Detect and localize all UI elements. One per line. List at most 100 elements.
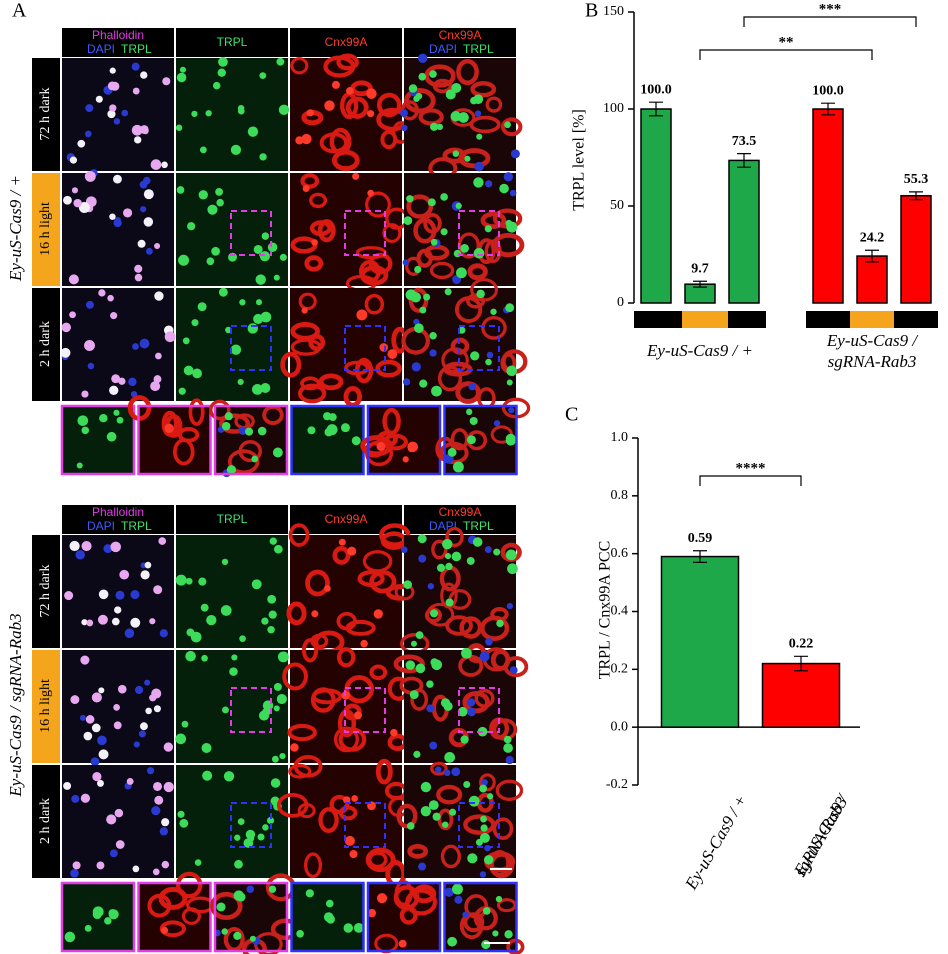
rhabdomere [349,850,358,859]
rhabdomere [216,198,224,207]
cell-outline [406,194,434,219]
nucleus [128,377,137,387]
rhabdomere [257,833,265,841]
group-label: sgRNA-Rab3 [828,352,917,371]
rhabdomere [251,579,262,590]
rhabdomere [191,319,199,327]
cell-outline [376,92,402,118]
rhabdomere [85,715,95,724]
rhabdomere [431,385,442,397]
cell-outline [161,410,179,437]
zoom-box [344,325,386,371]
inset-border [290,881,365,953]
x-tick-label: sgRNA-Rab3 [790,793,851,879]
rhabdomere [279,253,287,261]
nucleus [429,349,437,357]
channel-label: TRPL [217,35,248,49]
micrograph [402,172,525,286]
rhabdomere [73,198,82,208]
cell-outline [368,252,393,275]
rhabdomere [430,238,438,246]
cell-outline [303,852,323,879]
rhabdomere [479,784,488,793]
nucleus [159,629,168,638]
rhabdomere [117,684,127,694]
rhabdomere [198,190,208,200]
rhabdomere [260,311,272,323]
rhabdomere [97,614,108,625]
cell-outline [393,654,425,674]
rhabdomere [233,931,242,940]
y-tick-label: 0.4 [611,604,629,619]
channel-label: Cnx99A [325,512,368,526]
cell-outline [357,570,385,588]
rhabdomere [259,251,270,262]
nucleus [115,590,125,600]
micrograph [210,873,301,954]
nucleus [75,550,85,560]
rhabdomere [109,213,116,220]
rhabdomere [376,442,386,451]
rhabdomere [430,658,439,667]
cell-outline [456,58,479,86]
channel-label: TRPL [121,42,152,56]
rhabdomere [111,617,120,626]
micrograph [367,880,440,954]
rhabdomere [177,810,185,818]
rhabdomere [451,82,462,93]
y-axis-title: TRPL level [%] [571,109,588,211]
nucleus [401,124,408,132]
error-bar [693,280,707,288]
rhabdomere [239,299,246,306]
rhabdomere [415,92,423,100]
rhabdomere [267,625,275,634]
rhabdomere [70,695,80,705]
zoom-box [458,210,500,256]
rhabdomere [440,228,448,236]
rhabdomere [466,556,475,565]
rhabdomere [353,922,364,933]
rhabdomere [274,544,283,554]
micrograph [290,172,409,292]
micrograph [176,173,288,286]
cell-outline [290,57,309,75]
rhabdomere [224,412,233,421]
rhabdomere [445,89,456,100]
rhabdomere [139,722,148,731]
rhabdomere [476,133,483,140]
rhabdomere [506,365,517,377]
rhabdomere [164,423,174,433]
nucleus [132,343,139,350]
rhabdomere [223,771,235,782]
rhabdomere [197,302,207,312]
cell-outline [440,844,461,869]
cell-outline [336,53,359,71]
nucleus [462,911,469,918]
rhabdomere [440,698,451,708]
cell-outline [177,427,200,443]
zoom-box [230,325,272,371]
micrograph [396,761,524,879]
nucleus [443,769,451,777]
rhabdomere [72,861,81,870]
channel-label: DAPI [87,42,115,56]
rhabdomere [414,265,422,274]
bar [761,662,841,728]
rhabdomere [98,289,106,297]
cell-outline [441,347,469,374]
rhabdomere [143,217,154,227]
cell-outline [423,212,442,234]
rhabdomere [190,631,202,643]
nucleus [485,180,493,188]
rhabdomere [430,609,439,618]
rhabdomere [255,274,266,285]
rhabdomere [407,445,415,453]
rhabdomere [326,914,335,924]
rhabdomere [447,936,458,947]
rhabdomere [420,806,432,817]
micrograph [444,883,525,954]
header-cell [62,28,174,57]
rhabdomere [356,309,368,321]
nucleus [71,794,80,803]
nucleus [468,382,477,391]
